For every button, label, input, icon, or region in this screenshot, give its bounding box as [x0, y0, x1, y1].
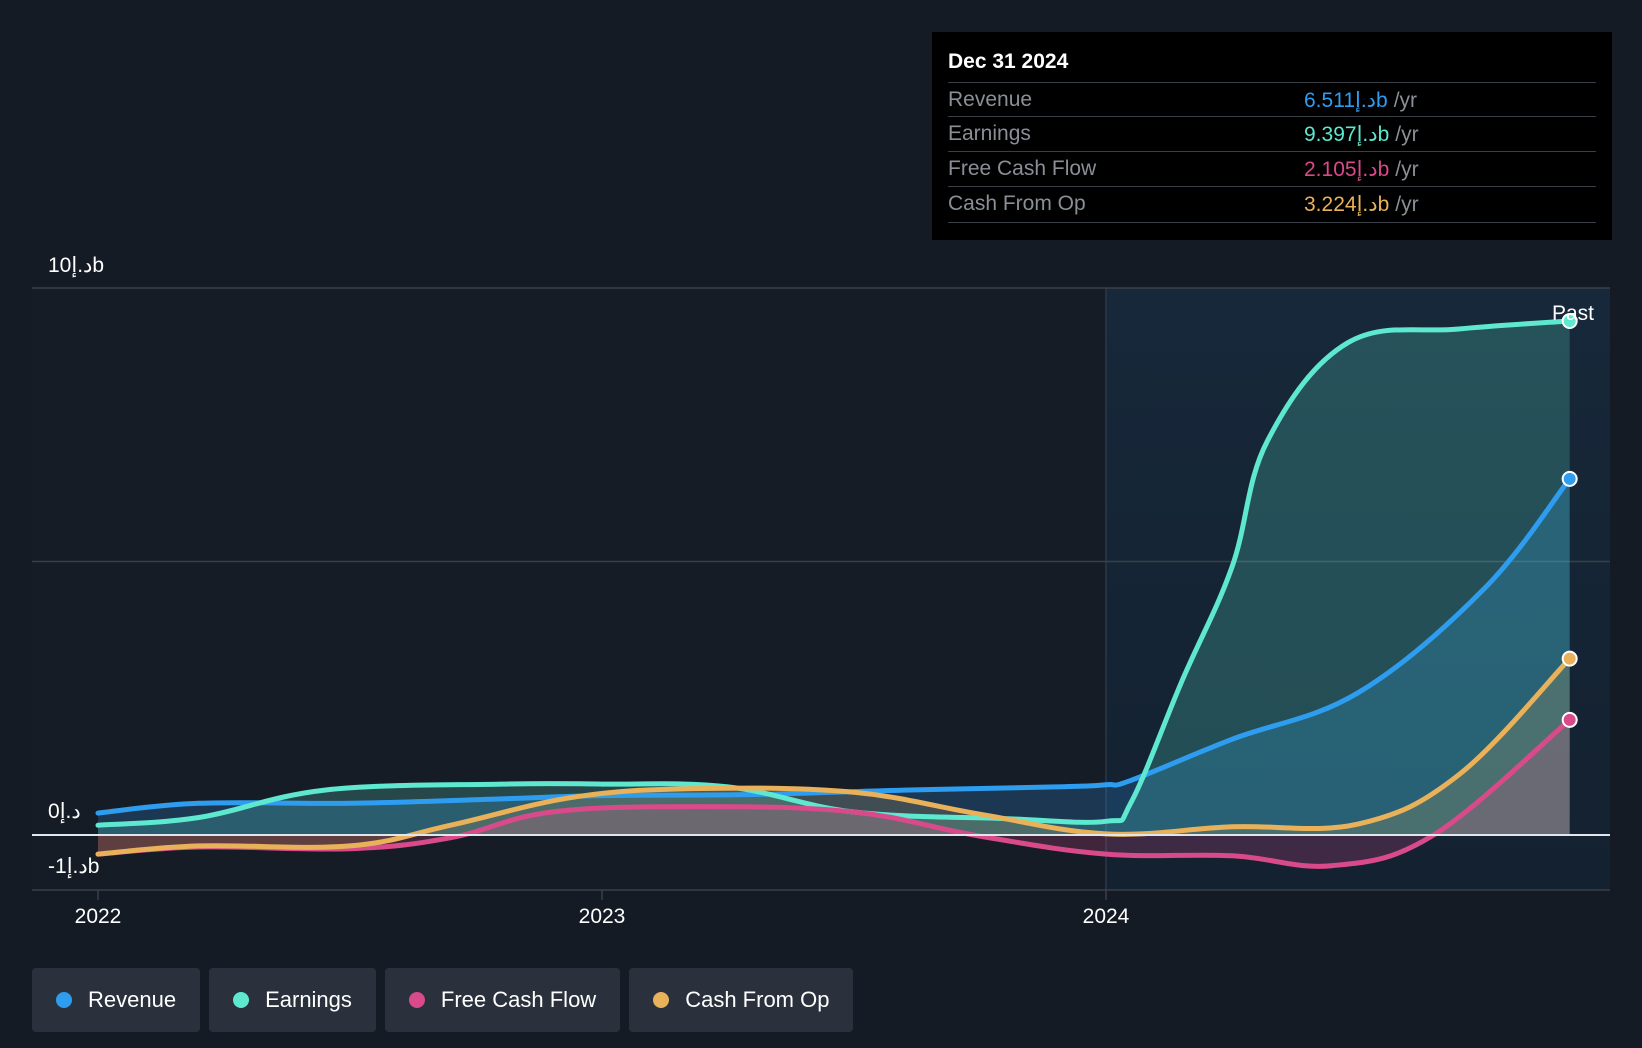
x-tick-label: 2024 — [1083, 905, 1130, 928]
tooltip-label: Earnings — [948, 122, 1031, 145]
tooltip: Dec 31 2024 Revenue 6.511د.إb/yr Earning… — [932, 32, 1612, 240]
legend-dot-icon — [653, 992, 670, 1008]
tooltip-label: Free Cash Flow — [948, 157, 1097, 180]
tooltip-row-earnings: Earnings 9.397د.إb/yr — [948, 116, 1596, 152]
area-earnings — [98, 321, 1570, 835]
tooltip-number: 3.224د.إb — [1304, 193, 1390, 216]
x-tick-label: 2022 — [75, 905, 122, 928]
series-line-earnings — [95, 318, 1573, 828]
legend-item-revenue[interactable]: Revenue — [32, 968, 201, 1032]
legend: Revenue Earnings Free Cash Flow Cash Fro… — [32, 968, 854, 1032]
y-tick-label: 0د.إ — [48, 800, 81, 824]
tooltip-value: 9.397د.إb/yr — [1304, 122, 1419, 147]
tooltip-value: 2.105د.إb/yr — [1304, 157, 1419, 182]
legend-item-fcf[interactable]: Free Cash Flow — [384, 968, 621, 1032]
legend-item-earnings[interactable]: Earnings — [209, 968, 376, 1032]
tooltip-unit: /yr — [1395, 193, 1419, 216]
legend-dot-icon — [408, 992, 425, 1008]
series-line-cfo — [95, 656, 1573, 857]
legend-label: Free Cash Flow — [440, 987, 597, 1012]
endpoint-dot-cfo[interactable] — [1561, 650, 1578, 667]
legend-dot-icon — [56, 992, 72, 1008]
past-region — [1106, 288, 1610, 890]
endpoint-dot-earnings[interactable] — [1561, 312, 1578, 329]
y-tick-label: -1د.إb — [48, 855, 99, 879]
legend-dot-icon — [233, 992, 250, 1008]
tooltip-row-cfo: Cash From Op 3.224د.إb/yr — [948, 186, 1596, 223]
series-line-fcf — [95, 717, 1573, 869]
tooltip-number: 9.397د.إb — [1304, 123, 1390, 146]
past-label: Past — [1552, 302, 1594, 325]
tooltip-date: Dec 31 2024 — [948, 50, 1069, 73]
legend-label: Earnings — [265, 987, 352, 1012]
tooltip-number: 2.105د.إb — [1304, 158, 1390, 181]
tooltip-label: Cash From Op — [948, 192, 1086, 215]
tooltip-unit: /yr — [1395, 123, 1419, 146]
tooltip-number: 6.511د.إb — [1304, 89, 1388, 112]
endpoint-dot-revenue[interactable] — [1561, 470, 1578, 487]
series-line-revenue — [95, 476, 1573, 816]
tooltip-value: 3.224د.إb/yr — [1304, 192, 1419, 217]
y-tick-label: 10د.إb — [48, 254, 104, 278]
legend-label: Revenue — [88, 987, 177, 1012]
tooltip-value: 6.511د.إb/yr — [1304, 88, 1417, 113]
tooltip-row-revenue: Revenue 6.511د.إb/yr — [948, 82, 1596, 118]
x-tick-label: 2023 — [579, 905, 626, 928]
endpoint-dot-fcf[interactable] — [1561, 711, 1578, 728]
tooltip-row-fcf: Free Cash Flow 2.105د.إb/yr — [948, 151, 1596, 187]
tooltip-unit: /yr — [1393, 89, 1418, 112]
tooltip-label: Revenue — [948, 88, 1033, 111]
legend-item-cfo[interactable]: Cash From Op — [629, 968, 854, 1032]
tooltip-unit: /yr — [1395, 158, 1419, 181]
legend-label: Cash From Op — [685, 987, 830, 1012]
